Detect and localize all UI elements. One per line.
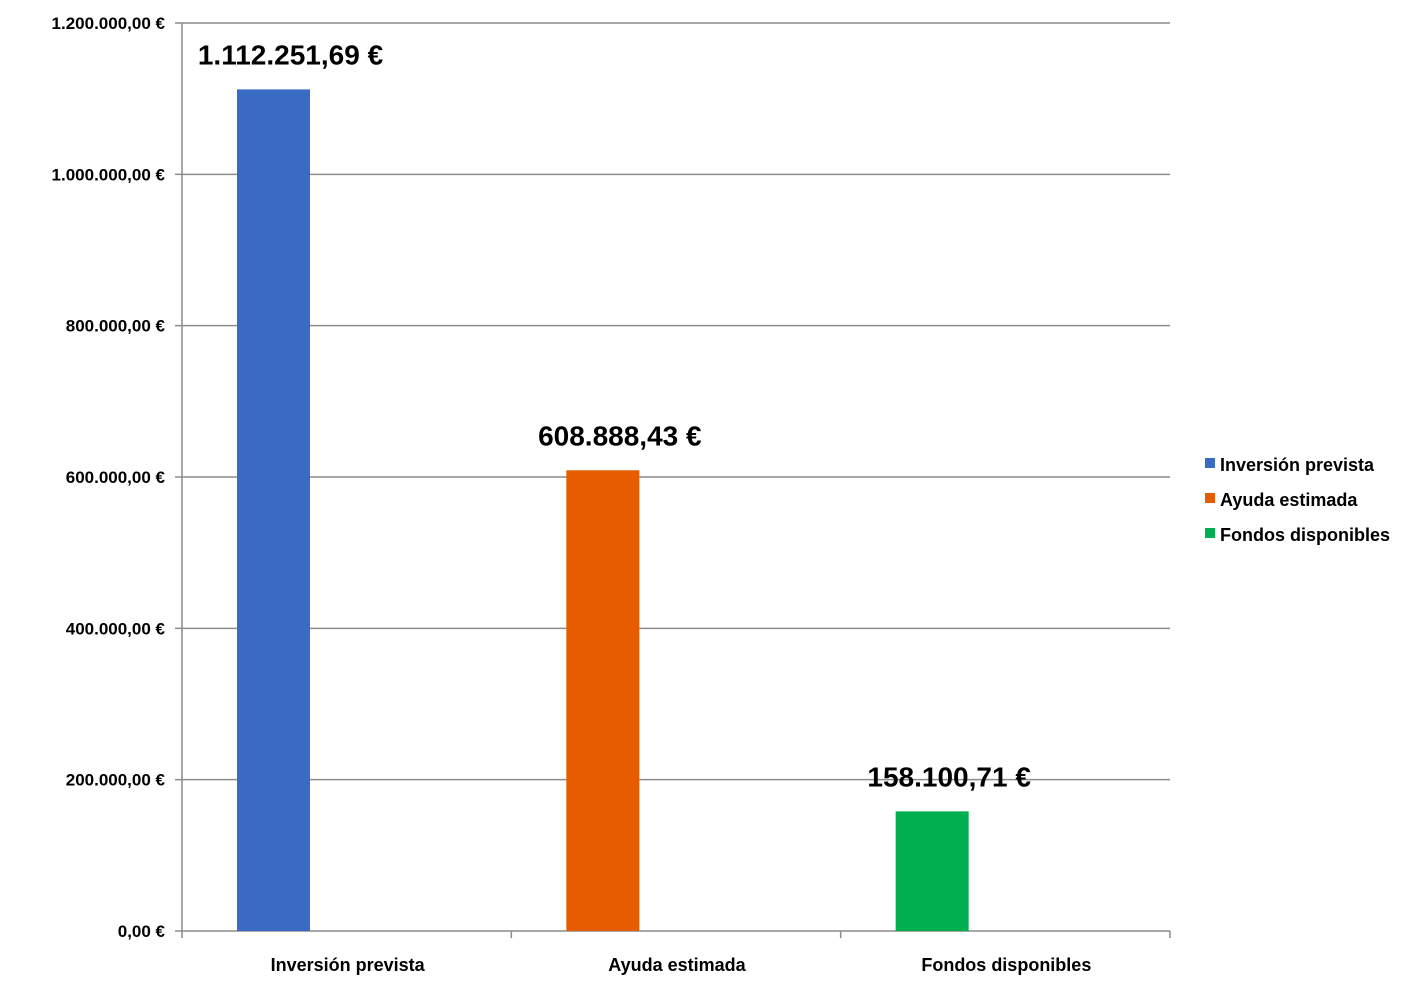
bar — [566, 470, 640, 931]
gridlines — [182, 22, 1170, 781]
y-tick-label: 0,00 € — [118, 922, 166, 941]
y-tick-label: 600.000,00 € — [66, 468, 166, 487]
y-tick-label: 800.000,00 € — [66, 317, 166, 336]
data-label: 158.100,71 € — [867, 761, 1031, 792]
data-label: 608.888,43 € — [538, 420, 702, 451]
legend-label: Ayuda estimada — [1220, 490, 1358, 510]
x-tick-label: Ayuda estimada — [608, 955, 746, 975]
y-tick-label: 400.000,00 € — [66, 619, 166, 638]
bar — [895, 811, 969, 931]
x-tick-label: Inversión prevista — [271, 955, 426, 975]
y-tick-label: 1.200.000,00 € — [52, 14, 166, 33]
bar — [237, 89, 310, 931]
x-tick-label: Fondos disponibles — [921, 955, 1091, 975]
data-labels: 1.112.251,69 € 608.888,43 € 158.100,71 € — [198, 39, 1031, 792]
y-tick-label: 200.000,00 € — [66, 771, 166, 790]
y-tick-label: 1.000.000,00 € — [52, 165, 166, 184]
legend-swatch — [1205, 493, 1215, 503]
legend-swatch — [1205, 458, 1215, 468]
legend-label: Fondos disponibles — [1220, 525, 1390, 545]
axes: 0,00 € 200.000,00 € 400.000,00 € 600.000,00… — [52, 14, 1171, 975]
legend-label: Inversión prevista — [1220, 455, 1375, 475]
data-label: 1.112.251,69 € — [198, 39, 384, 70]
bars — [237, 89, 969, 931]
legend-swatch — [1205, 528, 1215, 538]
legend: Inversión prevista Ayuda estimada Fondos d… — [1205, 455, 1390, 545]
